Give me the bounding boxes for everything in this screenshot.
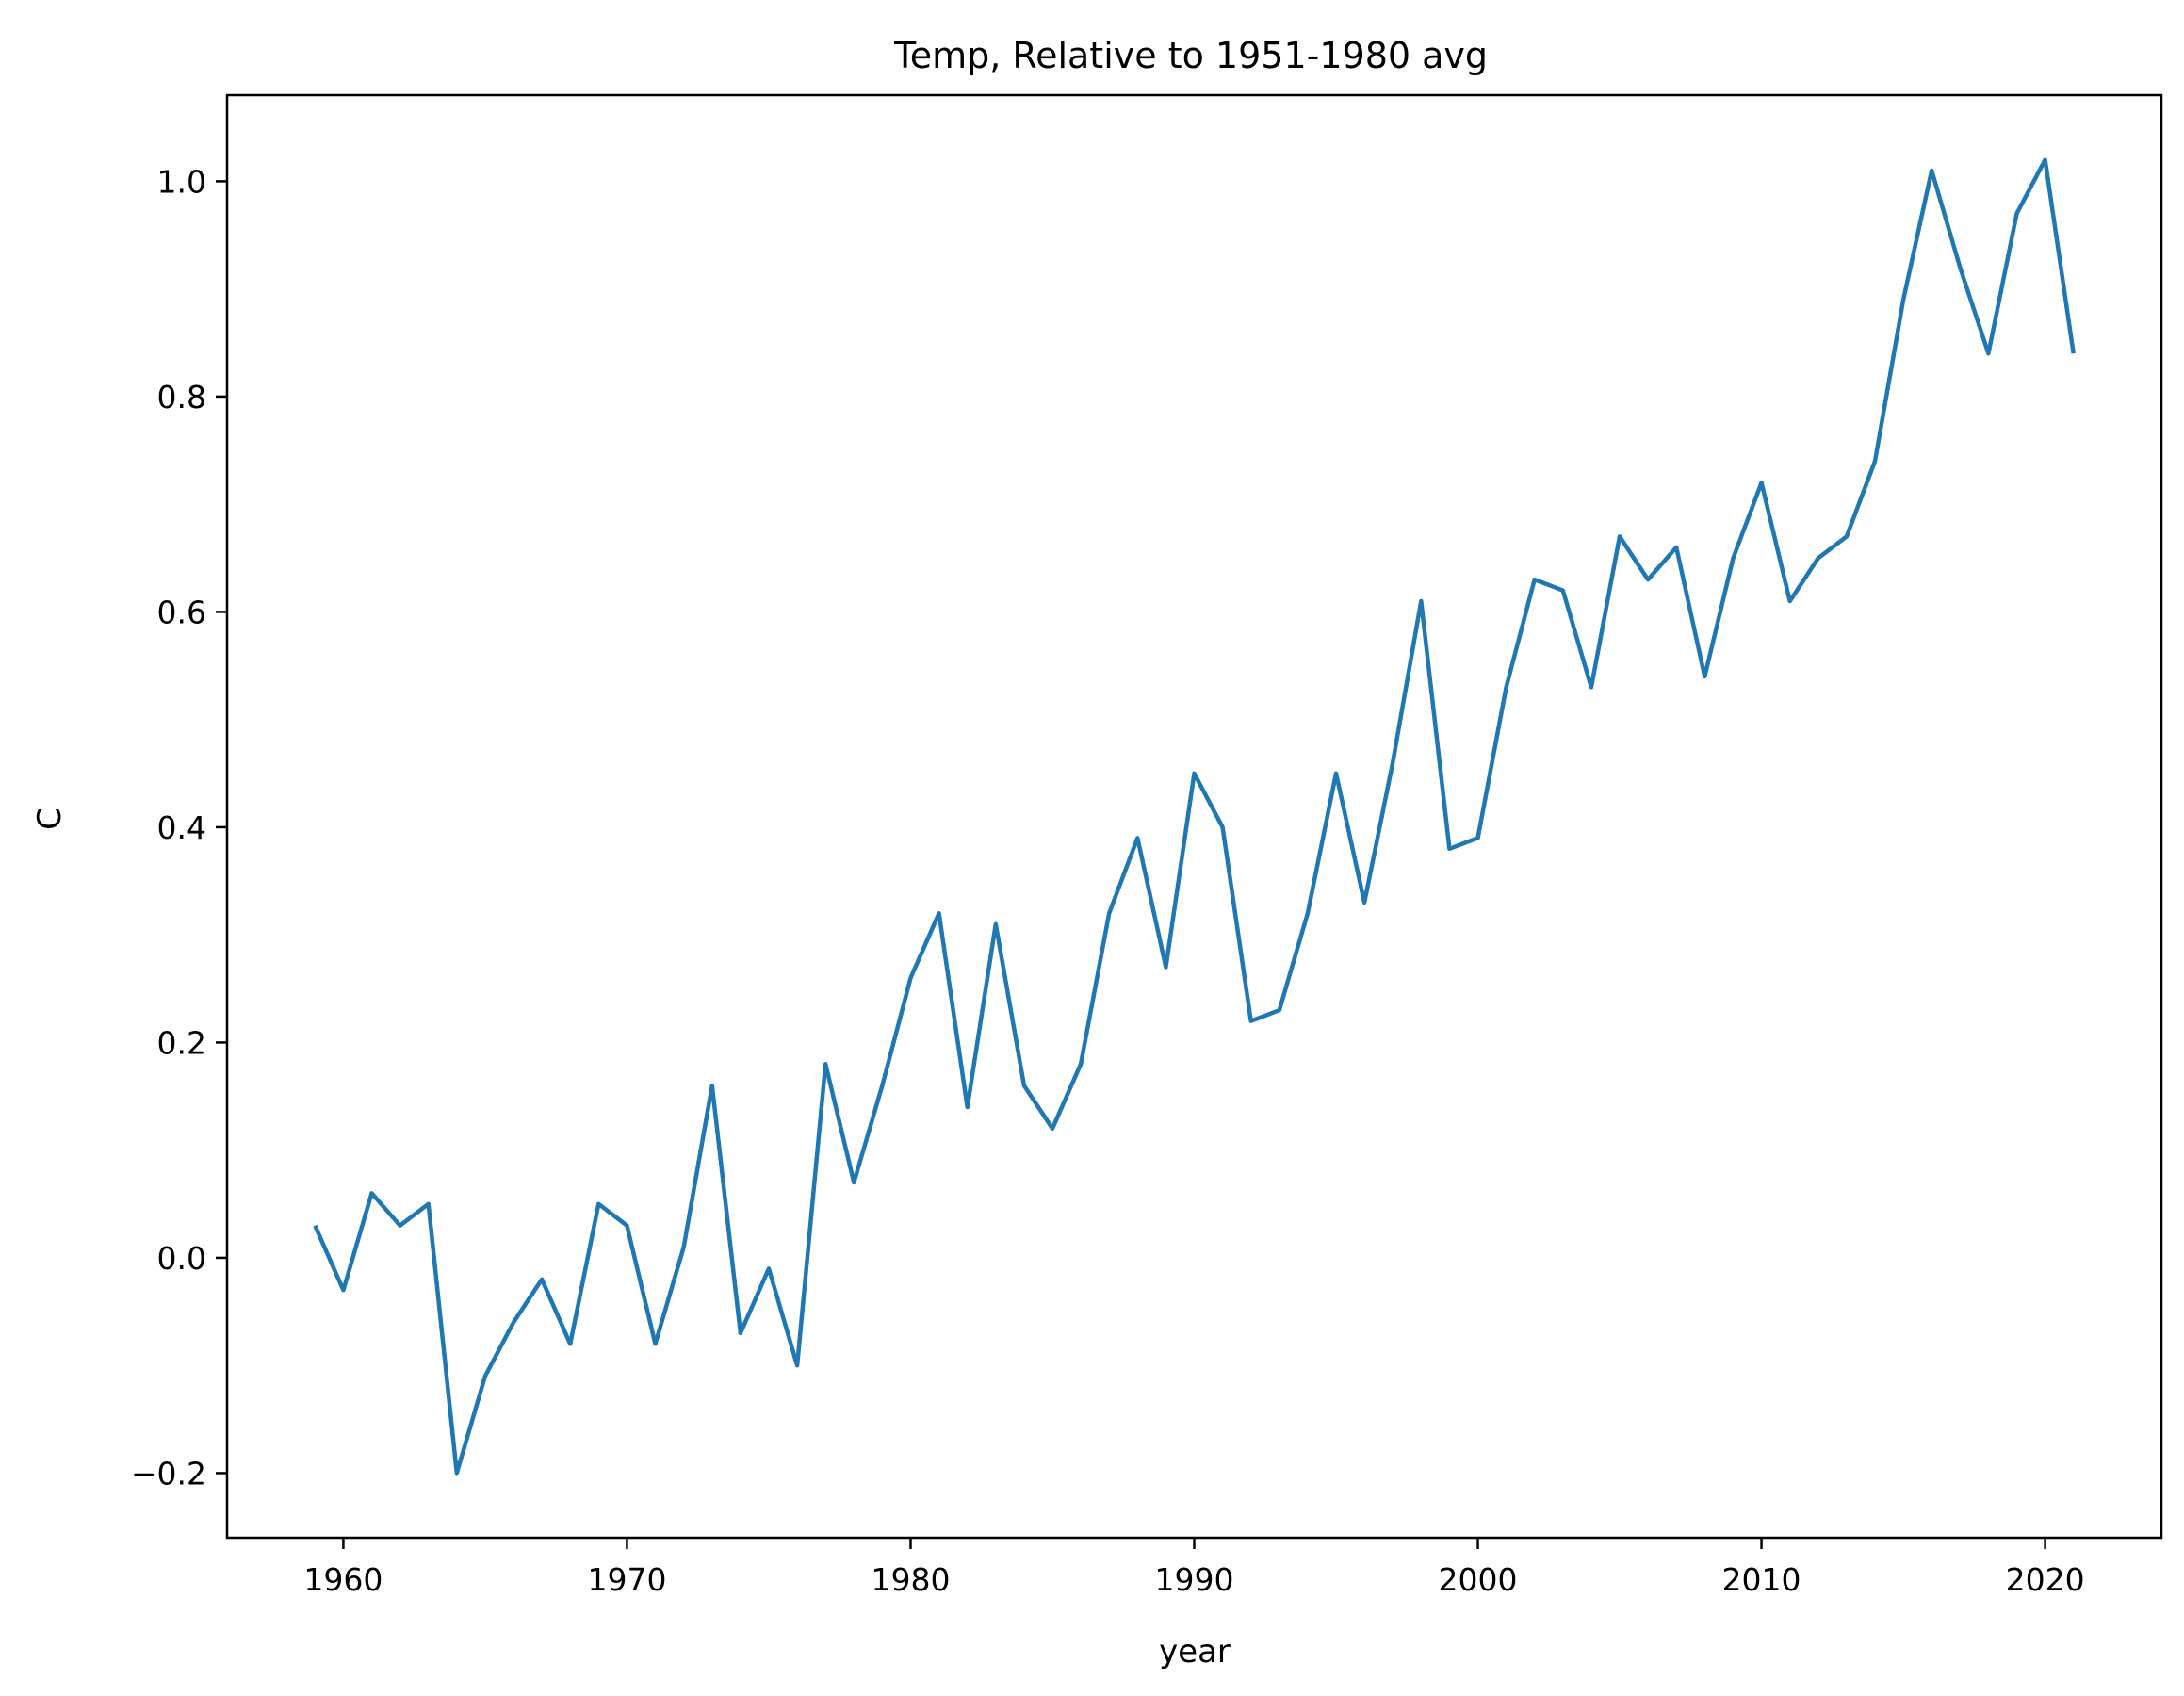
x-tick-label: 1990 — [1155, 1561, 1234, 1598]
y-axis-label: C — [31, 807, 69, 830]
y-tick-label: 0.4 — [157, 809, 206, 846]
y-tick-label: 0.2 — [157, 1024, 206, 1061]
x-tick-label: 1970 — [587, 1561, 666, 1598]
y-axis-ticks: −0.2 0.0 0.2 0.4 0.6 0.8 1.0 — [131, 163, 227, 1492]
x-tick-label: 1980 — [871, 1561, 950, 1598]
x-axis-label: year — [1159, 1633, 1231, 1671]
y-tick-label: 0.8 — [157, 379, 206, 416]
x-tick-label: 2020 — [2006, 1561, 2085, 1598]
y-tick-label: 0.0 — [157, 1240, 206, 1277]
series-line — [313, 157, 2076, 1476]
y-tick-label: −0.2 — [131, 1455, 206, 1492]
x-tick-label: 1960 — [303, 1561, 383, 1598]
y-tick-label: 0.6 — [157, 594, 206, 630]
y-tick-label: 1.0 — [157, 163, 206, 200]
plot-area-frame — [225, 93, 2163, 1540]
x-tick-label: 2010 — [1722, 1561, 1801, 1598]
x-axis-ticks: 1960 1970 1980 1990 2000 2010 2020 — [303, 1538, 2085, 1598]
chart-title: Temp, Relative to 1951-1980 avg — [893, 35, 1488, 76]
x-tick-label: 2000 — [1439, 1561, 1518, 1598]
